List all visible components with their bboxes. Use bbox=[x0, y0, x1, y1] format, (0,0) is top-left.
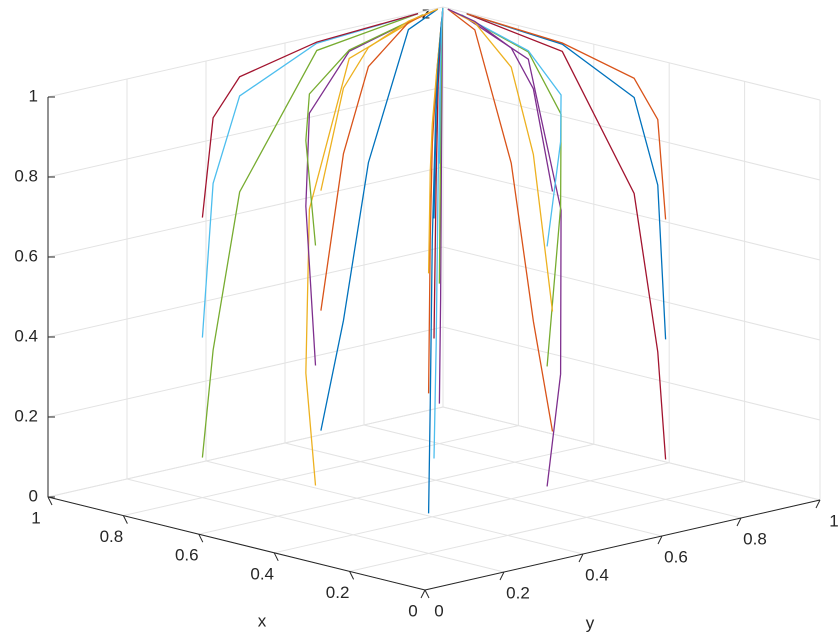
trajectory bbox=[466, 13, 667, 460]
grid-line bbox=[198, 443, 594, 535]
grid-line bbox=[363, 424, 742, 519]
y-axis bbox=[424, 499, 821, 591]
grid-line bbox=[47, 326, 444, 418]
grid-line bbox=[442, 406, 821, 501]
grid-line bbox=[442, 326, 821, 421]
z-tick-label: 0 bbox=[29, 486, 38, 505]
x-tick-label: 0 bbox=[408, 601, 417, 620]
grid-line bbox=[442, 6, 821, 101]
trajectory bbox=[320, 8, 439, 191]
trajectory bbox=[438, 7, 444, 164]
trajectory bbox=[447, 8, 554, 432]
trajectory bbox=[201, 12, 419, 458]
z-tick-label: 1 bbox=[29, 86, 38, 105]
z-tick-label: 0.6 bbox=[14, 246, 38, 265]
z-axis-label: z bbox=[422, 3, 431, 22]
y-tick bbox=[815, 499, 821, 509]
grid-line bbox=[47, 406, 444, 498]
y-tick bbox=[736, 517, 742, 527]
y-tick-label: 0.6 bbox=[664, 547, 688, 566]
y-tick bbox=[420, 589, 426, 599]
y-tick-label: 0 bbox=[434, 601, 443, 620]
trajectory bbox=[320, 8, 439, 431]
grid-line bbox=[442, 86, 821, 181]
grid-line bbox=[123, 425, 519, 517]
y-tick bbox=[578, 553, 584, 563]
trajectory bbox=[466, 13, 667, 340]
trajectory bbox=[305, 14, 424, 246]
z-tick-label: 0.4 bbox=[14, 326, 38, 345]
grid-line bbox=[442, 166, 821, 261]
trajectory bbox=[466, 13, 667, 220]
y-tick bbox=[657, 535, 663, 545]
x-tick bbox=[122, 515, 128, 524]
x-tick bbox=[47, 496, 53, 506]
grid-line bbox=[47, 86, 444, 178]
trajectory bbox=[461, 14, 562, 247]
grid-line bbox=[47, 246, 444, 338]
y-tick bbox=[499, 571, 505, 581]
trajectory bbox=[201, 12, 419, 218]
grid-line bbox=[274, 462, 670, 554]
z-tick-label: 0.8 bbox=[14, 166, 38, 185]
x-tick bbox=[198, 533, 204, 543]
grid-line bbox=[47, 166, 444, 258]
y-tick-label: 0.4 bbox=[585, 565, 609, 584]
y-tick-label: 0.2 bbox=[506, 583, 530, 602]
x-tick-label: 0.8 bbox=[100, 527, 124, 546]
grid-line bbox=[126, 478, 505, 573]
trajectory bbox=[320, 8, 439, 311]
x-tick bbox=[273, 552, 279, 562]
trajectory bbox=[447, 8, 554, 192]
x-tick bbox=[349, 571, 355, 580]
y-tick-label: 1 bbox=[829, 511, 838, 530]
grid-line bbox=[284, 442, 663, 537]
x-tick-label: 1 bbox=[31, 508, 40, 527]
x-axis-label: x bbox=[258, 611, 267, 630]
grid-line bbox=[442, 246, 821, 341]
grid-line bbox=[47, 6, 444, 98]
grid-line bbox=[349, 480, 745, 572]
y-axis-label: y bbox=[586, 613, 595, 632]
y-tick-label: 0.8 bbox=[743, 529, 767, 548]
x-tick bbox=[424, 589, 430, 599]
trajectory bbox=[447, 8, 554, 312]
x-axis bbox=[47, 496, 426, 591]
z-tick-label: 0.2 bbox=[14, 406, 38, 425]
x-tick-label: 0.6 bbox=[175, 546, 199, 565]
trajectory bbox=[201, 12, 419, 338]
grid-line bbox=[205, 460, 584, 555]
trajectory bbox=[305, 14, 424, 366]
x-tick-label: 0.2 bbox=[326, 583, 350, 602]
x-tick-label: 0.4 bbox=[250, 564, 274, 583]
